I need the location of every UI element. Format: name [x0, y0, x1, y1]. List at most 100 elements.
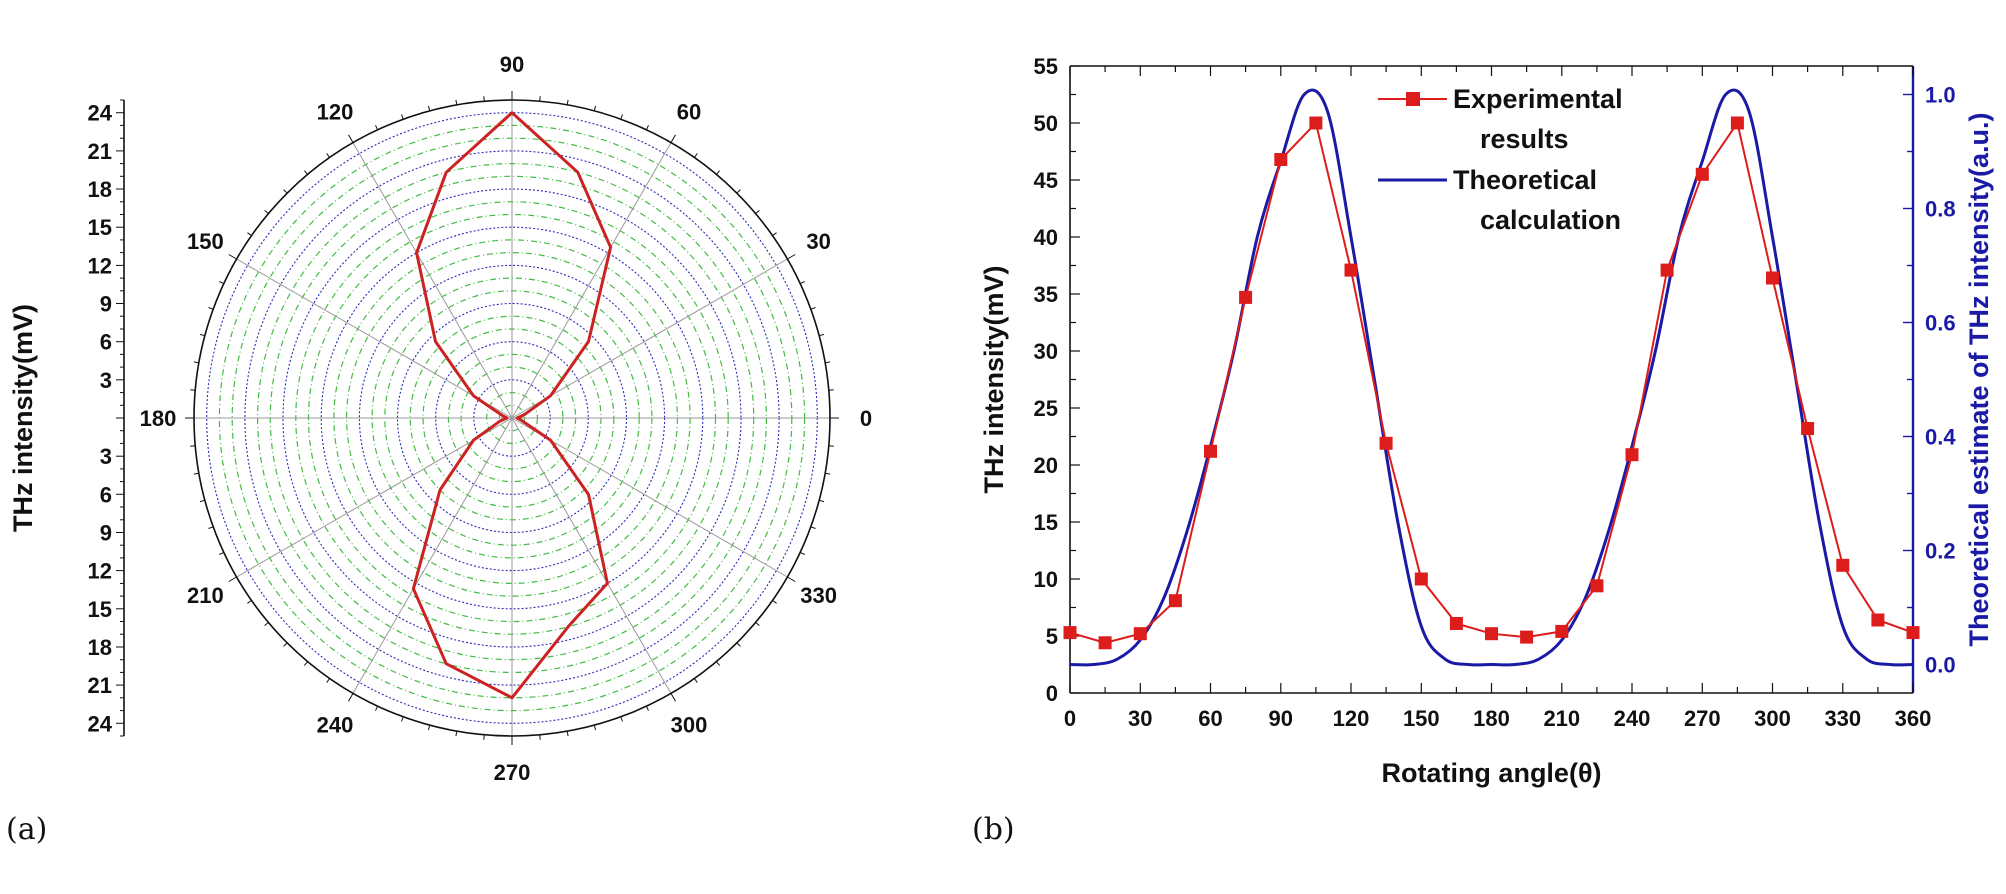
- x-axis-tick-label: 0: [1064, 706, 1076, 731]
- panel-label-a: (a): [6, 812, 48, 847]
- legend-experimental-label-line1: Experimental: [1453, 84, 1623, 114]
- y2-axis-title: Theoretical estimate of THz intensity(a.…: [1964, 112, 1994, 646]
- polar-angle-tick: [593, 725, 597, 731]
- experimental-point: [1449, 617, 1463, 630]
- polar-spoke: [511, 417, 788, 578]
- panel-label-b: (b): [972, 812, 1015, 847]
- polar-angle-label: 270: [494, 760, 531, 785]
- polar-angle-tick: [819, 499, 825, 503]
- polar-spoke: [352, 142, 513, 419]
- polar-angle-tick: [825, 361, 831, 364]
- y2-axis-tick-label: 0.4: [1925, 425, 1956, 450]
- polar-spoke: [511, 417, 672, 694]
- legend-theoretical-label-line1: Theoretical: [1453, 165, 1597, 195]
- experimental-point: [1871, 613, 1885, 627]
- y2-axis-tick-label: 0.0: [1925, 653, 1956, 678]
- experimental-point: [1906, 626, 1920, 640]
- polar-radial-tick-label: 9: [100, 292, 112, 317]
- polar-angle-tick: [208, 526, 214, 529]
- y-axis-tick-label: 40: [1034, 225, 1058, 250]
- polar-radial-tick-label: 24: [88, 711, 113, 736]
- polar-series-line: [411, 111, 613, 700]
- polar-angle-tick: [566, 99, 569, 105]
- polar-spoke: [236, 258, 513, 419]
- polar-angle-tick: [483, 734, 485, 740]
- polar-angle-tick: [193, 361, 199, 364]
- polar-radial-tick-label: 15: [88, 597, 112, 622]
- polar-angle-tick: [427, 725, 431, 731]
- polar-angle-tick: [208, 307, 214, 310]
- polar-angle-tick: [810, 307, 816, 310]
- experimental-point: [1730, 116, 1744, 130]
- y-axis-tick-label: 25: [1034, 396, 1058, 421]
- legend-experimental-label-line2: results: [1480, 124, 1569, 154]
- x-axis-tick-label: 360: [1895, 706, 1932, 731]
- y-axis-title: THz intensity(mV): [979, 265, 1009, 493]
- experimental-point: [1098, 636, 1112, 650]
- x-axis-tick-label: 270: [1684, 706, 1721, 731]
- polar-angle-tick: [645, 705, 649, 711]
- x-axis-tick-label: 180: [1473, 706, 1510, 731]
- polar-angle-tick: [228, 576, 237, 582]
- polar-angle-tick: [716, 661, 720, 666]
- polar-angle-tick: [219, 281, 225, 285]
- polar-angle-label: 210: [187, 583, 224, 608]
- x-axis-tick-label: 60: [1198, 706, 1222, 731]
- experimental-point: [1379, 436, 1393, 450]
- experimental-line: [1069, 120, 1914, 644]
- x-axis-tick-label: 90: [1269, 706, 1293, 731]
- polar-angle-tick: [736, 189, 741, 194]
- polar-spoke: [511, 258, 788, 419]
- polar-radial-tick-label: 15: [88, 215, 112, 240]
- polar-radial-tick-label: 21: [88, 673, 112, 698]
- polar-angle-tick: [828, 445, 834, 447]
- polar-angle-label: 0: [860, 406, 872, 431]
- y2-axis-tick-label: 0.8: [1925, 197, 1956, 222]
- polar-angle-label: 60: [677, 99, 701, 124]
- polar-angle-tick: [539, 96, 541, 102]
- polar-angle-tick: [455, 731, 458, 737]
- polar-angle-tick: [566, 731, 569, 737]
- polar-angle-tick: [483, 96, 485, 102]
- polar-angle-tick: [693, 678, 698, 683]
- polar-angle-tick: [620, 114, 623, 120]
- experimental-point: [1274, 153, 1288, 166]
- polar-angle-label: 240: [317, 713, 354, 738]
- experimental-point: [1485, 627, 1498, 641]
- polar-angle-tick: [247, 232, 252, 237]
- experimental-point: [1520, 630, 1534, 644]
- polar-angle-tick: [772, 232, 777, 237]
- polar-angle-tick: [326, 678, 331, 683]
- polar-angle-label: 30: [806, 229, 830, 254]
- polar-angle-tick: [283, 642, 288, 647]
- x-axis-tick-label: 330: [1824, 706, 1861, 731]
- polar-angle-tick: [787, 254, 796, 260]
- polar-angle-tick: [190, 445, 196, 447]
- polar-angle-tick: [645, 125, 649, 131]
- polar-angle-tick: [193, 472, 199, 475]
- y-axis-tick-label: 55: [1034, 54, 1058, 79]
- polar-radial-tick-label: 18: [88, 177, 112, 202]
- experimental-point: [1801, 422, 1815, 435]
- experimental-point: [1063, 626, 1077, 640]
- x-axis-tick-label: 240: [1614, 706, 1651, 731]
- polar-angle-tick: [670, 134, 676, 143]
- polar-angle-tick: [304, 661, 308, 666]
- polar-angle-tick: [799, 281, 805, 285]
- polar-angle-label: 330: [800, 583, 837, 608]
- polar-angle-tick: [264, 210, 269, 214]
- polar-radial-tick-label: 21: [88, 139, 112, 164]
- experimental-point: [1133, 627, 1147, 641]
- legend-theoretical-label-line2: calculation: [1480, 205, 1621, 235]
- y2-axis-tick-label: 0.2: [1925, 539, 1956, 564]
- experimental-point: [1239, 290, 1253, 304]
- polar-angle-tick: [190, 389, 196, 391]
- y-axis-tick-label: 0: [1046, 681, 1058, 706]
- polar-chart: 0 30 60 90 120 150 180 210 240 270 300 330 3 3 6 6 9 9 12 1…: [8, 52, 872, 785]
- y-axis-tick-label: 15: [1034, 510, 1058, 535]
- x-axis-title: Rotating angle(θ): [1381, 758, 1601, 788]
- y-axis-tick-label: 5: [1046, 624, 1058, 649]
- polar-angle-tick: [401, 114, 404, 120]
- polar-angle-tick: [670, 693, 676, 702]
- polar-angle-tick: [326, 153, 331, 158]
